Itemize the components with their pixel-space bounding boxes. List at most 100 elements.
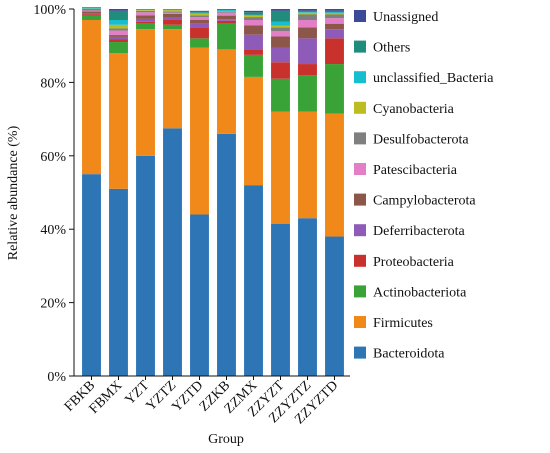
bar-segment [271, 37, 290, 48]
bar-segment [244, 26, 263, 35]
bar-segment [298, 112, 317, 218]
bar-segment [325, 64, 344, 114]
bar-segment [190, 24, 209, 28]
bar-segment [136, 22, 155, 24]
bar-segment [244, 55, 263, 77]
bar-segment [190, 11, 209, 12]
bar-segment [244, 77, 263, 185]
bar-segment [109, 189, 128, 376]
bar-segment [325, 38, 344, 64]
bar-segment [325, 13, 344, 14]
bar-segment [325, 9, 344, 11]
bar-segment [82, 14, 101, 15]
bar-segment [163, 17, 182, 19]
x-tick-label: YZTD [169, 378, 206, 415]
y-tick-label: 20% [40, 297, 66, 312]
y-tick-label: 80% [40, 76, 66, 91]
bar-segment [217, 49, 236, 133]
bar-segment [325, 15, 344, 19]
bar-segment [82, 20, 101, 174]
legend-label: Unassigned [373, 10, 438, 25]
bar-segment [271, 11, 290, 22]
legend-label: Bacteroidota [373, 347, 445, 362]
bar-segment [190, 48, 209, 215]
bar-segment [109, 53, 128, 189]
legend-label: unclassified_Bacteria [373, 71, 494, 86]
bar-segment [325, 12, 344, 13]
legend-swatch [354, 71, 366, 83]
bar-segment [190, 14, 209, 15]
bar-segment [244, 17, 263, 20]
bar-segment [109, 37, 128, 39]
bar-segment [190, 27, 209, 38]
bar-segment [136, 11, 155, 12]
legend-label: Desulfobacterota [373, 132, 469, 147]
bar-segment [271, 9, 290, 11]
bar-segment [82, 8, 101, 9]
bar-segment [298, 64, 317, 75]
bar-segment [298, 38, 317, 64]
bar-segment [271, 224, 290, 376]
bar-segment [190, 15, 209, 17]
bar-segment [298, 75, 317, 112]
bar-segment [109, 25, 128, 29]
bar-segment [82, 10, 101, 11]
bar-segment [163, 128, 182, 376]
bar-segment [217, 24, 236, 50]
bar-segment [82, 9, 101, 10]
bar-segment [217, 10, 236, 11]
bar-segment [136, 24, 155, 30]
bar-segment [325, 29, 344, 38]
bar-segment [244, 49, 263, 55]
bar-segment [82, 16, 101, 20]
legend-swatch [354, 10, 366, 22]
bar-segment [298, 12, 317, 13]
bar-segment [82, 12, 101, 13]
bar-segment [82, 13, 101, 14]
bar-segment [217, 21, 236, 24]
bars-layer [82, 7, 344, 376]
bar-segment [298, 15, 317, 21]
bar-segment [163, 25, 182, 29]
y-tick-label: 100% [33, 3, 66, 18]
bar-segment [271, 112, 290, 224]
bar-segment [298, 20, 317, 27]
bar-segment [298, 13, 317, 15]
bar-segment [298, 9, 317, 11]
bar-segment [298, 27, 317, 38]
bar-segment [136, 29, 155, 156]
bar-segment [163, 14, 182, 18]
legend-label: Proteobacteria [373, 255, 455, 270]
bar-segment [244, 12, 263, 15]
bar-segment [109, 20, 128, 25]
bar-segment [190, 13, 209, 14]
bar-segment [271, 48, 290, 63]
bar-segment [109, 42, 128, 53]
legend-label: Actinobacteriota [373, 285, 467, 300]
y-ticks: 0%20%40%60%80%100% [33, 3, 74, 385]
legend-label: Cyanobacteria [373, 102, 455, 117]
legend-swatch [354, 255, 366, 267]
x-ticks: FBKBFBMXYZTYZTZYZTDZZKBZZMXZZYZTZZYZTZZZ… [62, 376, 341, 427]
bar-segment [109, 31, 128, 35]
bar-segment [244, 20, 263, 26]
bar-segment [325, 24, 344, 30]
bar-segment [136, 10, 155, 11]
bar-segment [109, 28, 128, 30]
bar-segment [109, 39, 128, 42]
legend-label: Campylobacterota [373, 194, 476, 209]
legend-label: Firmicutes [373, 316, 433, 331]
legend-swatch [354, 132, 366, 144]
bar-segment [163, 12, 182, 13]
bar-segment [217, 134, 236, 376]
bar-segment [217, 19, 236, 20]
bar-segment [136, 19, 155, 22]
bar-segment [190, 20, 209, 24]
legend-swatch [354, 41, 366, 53]
bar-segment [109, 11, 128, 20]
bar-segment [163, 29, 182, 128]
bar-segment [244, 11, 263, 12]
bar-segment [190, 215, 209, 376]
bar-segment [271, 62, 290, 79]
